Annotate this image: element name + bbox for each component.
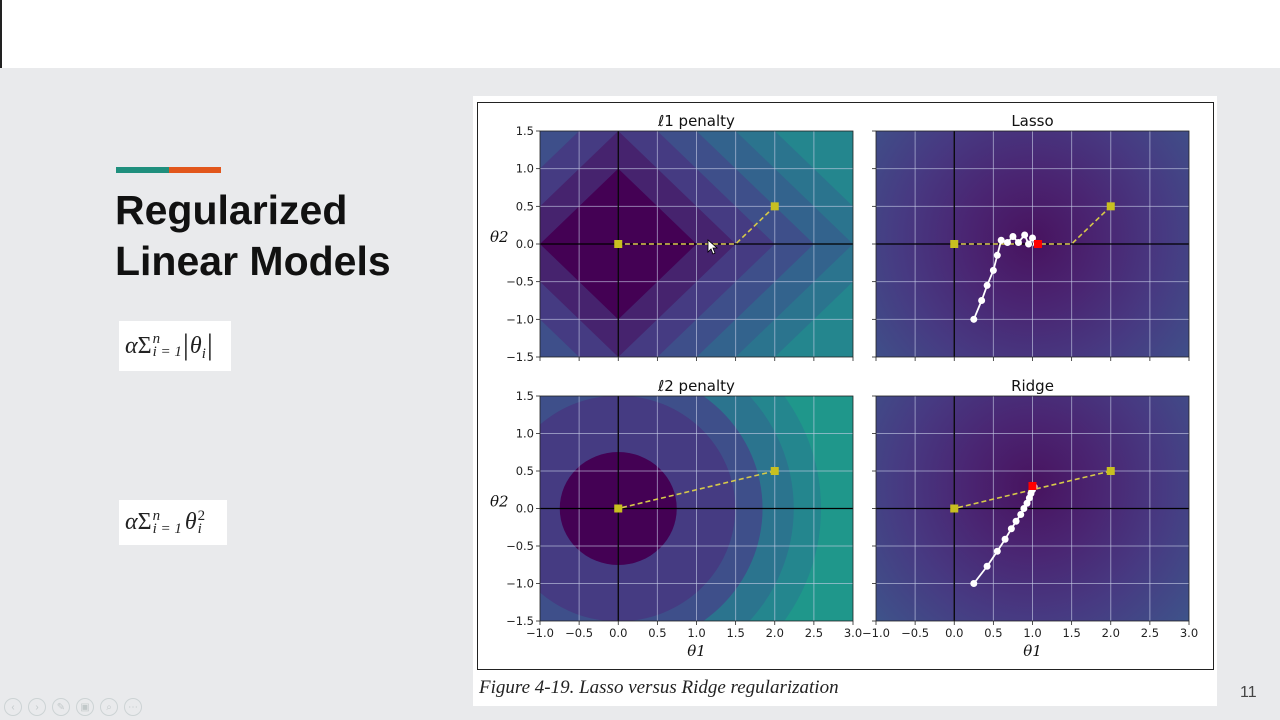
- figure-caption: Figure 4-19. Lasso versus Ridge regulari…: [479, 677, 839, 698]
- sum-limits: n i = 1: [152, 331, 182, 360]
- alpha-symbol: α: [125, 332, 138, 359]
- y-tick-label: 0.0: [516, 237, 534, 251]
- title-line-1: Regularized: [115, 187, 348, 233]
- sum-upper: n: [152, 331, 161, 347]
- x-tick-label: 1.0: [1023, 626, 1041, 640]
- accent-bar-teal: [116, 167, 169, 173]
- menu-button[interactable]: ⋯: [124, 698, 142, 716]
- abs-bar-left: |: [182, 328, 189, 361]
- x-tick-label: −0.5: [901, 626, 929, 640]
- x-tick-label: −1.0: [526, 626, 554, 640]
- alpha-symbol: α: [125, 509, 138, 535]
- x-tick-label: −1.0: [862, 626, 890, 640]
- marker: [1028, 482, 1037, 490]
- marker: [614, 504, 623, 513]
- next-slide-button[interactable]: ›: [28, 698, 46, 716]
- x-axis-label: θ1: [687, 642, 706, 660]
- pointer-button[interactable]: ▣: [76, 698, 94, 716]
- page-number: 11: [1240, 684, 1257, 701]
- y-tick-label: 0.5: [516, 464, 534, 478]
- slideshow-toolbar: ‹ › ✎ ▣ ⌕ ⋯: [4, 698, 142, 716]
- window-top-area: [0, 0, 1280, 68]
- l2-penalty-formula: α Σ n i = 1 θ 2 i: [119, 500, 227, 545]
- y-tick-label: 1.0: [516, 427, 534, 441]
- x-tick-label: 2.0: [766, 626, 784, 640]
- y-tick-label: 0.0: [516, 502, 534, 516]
- y-tick-label: −1.0: [506, 312, 534, 326]
- x-tick-label: 1.5: [726, 626, 744, 640]
- x-tick-label: 0.0: [945, 626, 963, 640]
- y-tick-label: 1.5: [516, 124, 534, 138]
- marker: [950, 240, 959, 248]
- theta-symbol: θ: [184, 509, 197, 535]
- marker: [1106, 202, 1115, 211]
- theta-power: 2: [197, 507, 206, 524]
- y-tick-label: 0.5: [516, 199, 534, 213]
- penalty-path: [618, 205, 776, 245]
- y-tick-label: −0.5: [506, 539, 534, 553]
- chart-panel-3: Ridge −1.0 −0.5 0.0 0.5 1.0 1.5 2.0 2.5 3.0 θ1: [862, 377, 1198, 660]
- x-tick-label: 0.5: [648, 626, 666, 640]
- x-tick-label: 0.0: [609, 626, 627, 640]
- sum-upper: n: [152, 507, 161, 524]
- marker: [770, 202, 779, 211]
- chart-title: Ridge: [1011, 377, 1054, 395]
- abs-bar-right: |: [206, 328, 213, 361]
- marker: [950, 504, 959, 513]
- y-tick-label: −1.5: [506, 614, 534, 628]
- theta-scripts: 2 i: [197, 507, 206, 537]
- chart-title: ℓ2 penalty: [657, 377, 735, 395]
- x-tick-label: 2.0: [1102, 626, 1120, 640]
- y-tick-label: 1.0: [516, 162, 534, 176]
- x-tick-label: 0.5: [984, 626, 1002, 640]
- slide-title: Regularized Linear Models: [115, 185, 391, 287]
- sum-limits: n i = 1: [152, 507, 182, 537]
- x-tick-label: 3.0: [1180, 626, 1198, 640]
- figure-frame: [477, 102, 1214, 670]
- penalty-path: [954, 205, 1112, 245]
- x-tick-label: −0.5: [565, 626, 593, 640]
- chart-panel-0: ℓ1 penalty 1.5 1.0 0.5 0.0 −0.5 −1.0 −1.5 θ2: [490, 112, 854, 364]
- y-axis-label: θ2: [490, 228, 509, 246]
- chart-title: Lasso: [1011, 112, 1053, 130]
- x-axis-label: θ1: [1023, 642, 1042, 660]
- chart-title: ℓ1 penalty: [657, 112, 735, 130]
- title-line-2: Linear Models: [115, 238, 391, 284]
- previous-slide-button[interactable]: ‹: [4, 698, 22, 716]
- y-tick-label: 1.5: [516, 389, 534, 403]
- marker: [1106, 467, 1115, 475]
- marker: [614, 240, 623, 248]
- theta-symbol: θ: [189, 332, 202, 359]
- y-tick-label: −0.5: [506, 275, 534, 289]
- mouse-cursor-icon: [707, 239, 719, 255]
- sigma-symbol: Σ: [137, 509, 152, 535]
- marker: [770, 467, 779, 475]
- y-axis-label: θ2: [490, 493, 509, 511]
- x-tick-label: 1.5: [1062, 626, 1080, 640]
- theta-subscript: i: [201, 345, 206, 362]
- x-tick-label: 3.0: [844, 626, 862, 640]
- y-tick-label: −1.0: [506, 577, 534, 591]
- l1-penalty-formula: α Σ n i = 1 | θ i |: [119, 321, 231, 371]
- sum-lower: i = 1: [152, 344, 182, 360]
- zoom-button[interactable]: ⌕: [100, 698, 118, 716]
- chart-panel-1: Lasso: [872, 112, 1190, 361]
- sum-lower: i = 1: [152, 520, 182, 537]
- y-tick-label: −1.5: [506, 350, 534, 364]
- pen-button[interactable]: ✎: [52, 698, 70, 716]
- marker: [1033, 240, 1042, 248]
- sigma-symbol: Σ: [137, 332, 152, 359]
- theta-subscript: i: [197, 520, 202, 537]
- accent-bar-orange: [169, 167, 221, 173]
- x-tick-label: 2.5: [1141, 626, 1159, 640]
- penalty-path: [618, 470, 775, 510]
- x-tick-label: 2.5: [805, 626, 823, 640]
- x-tick-label: 1.0: [687, 626, 705, 640]
